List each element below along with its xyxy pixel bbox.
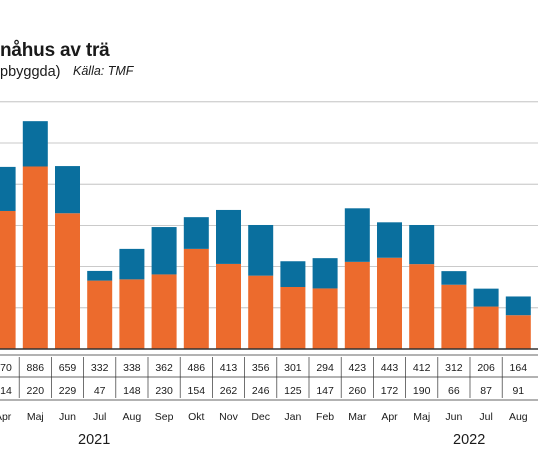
table-value: 886 (27, 362, 45, 374)
month-tick-label: Jul (479, 411, 492, 423)
month-tick-label: Jan (284, 411, 301, 423)
table-value: 206 (477, 362, 495, 374)
bar-segment-bottom (280, 286, 306, 349)
bar-segment-bottom (473, 306, 499, 349)
bar-segment-bottom (87, 280, 113, 349)
bar-segment-top (151, 227, 177, 275)
table-value: 413 (220, 362, 238, 374)
month-tick-label: Nov (219, 411, 238, 423)
chart-title: nåhus av trä (0, 40, 110, 61)
bar-segment-top (312, 258, 338, 289)
bar-segment-top (377, 222, 402, 258)
bar-segment-top (0, 166, 16, 211)
month-tick-label: Okt (188, 411, 204, 423)
table-value: 338 (123, 362, 141, 374)
bar-segment-top (344, 208, 370, 262)
table-value: 87 (480, 385, 492, 397)
month-tick-label: Aug (509, 411, 528, 423)
chart-subtitle: pbyggda) (0, 64, 61, 80)
month-tick-label: Dec (251, 411, 270, 423)
bar-segment-top (87, 270, 113, 281)
month-tick-label: Jun (445, 411, 462, 423)
table-value: 659 (59, 362, 77, 374)
bar-segment-top (119, 248, 145, 280)
month-tick-label: Feb (316, 411, 334, 423)
table-value: 246 (252, 385, 270, 397)
table-value: 443 (381, 362, 399, 374)
month-tick-label: Aug (123, 411, 142, 423)
table-value: 172 (381, 385, 399, 397)
table-value: 148 (123, 385, 141, 397)
bar-segment-top (473, 288, 499, 307)
bar-segment-bottom (248, 275, 274, 349)
bar-segment-top (183, 217, 209, 249)
month-tick-label: Apr (0, 411, 12, 423)
table-value: 147 (316, 385, 334, 397)
month-tick-label: Jul (93, 411, 106, 423)
bar-segment-bottom (505, 315, 531, 349)
table-value: 230 (155, 385, 173, 397)
table-value: 164 (510, 362, 528, 374)
table-value: 214 (0, 385, 12, 397)
table-value: 423 (349, 362, 367, 374)
bar-segment-top (280, 261, 306, 287)
table-value: 66 (448, 385, 460, 397)
bar-segment-bottom (377, 257, 402, 349)
bar-segment-top (505, 296, 531, 316)
month-tick-label: Sep (155, 411, 174, 423)
bar-segment-bottom (344, 261, 370, 349)
bar-segment-bottom (409, 264, 435, 349)
bar-segment-bottom (183, 248, 209, 349)
bar-segment-top (55, 166, 80, 214)
table-value: 262 (220, 385, 238, 397)
bar-segment-bottom (441, 284, 467, 349)
table-value: 356 (252, 362, 270, 374)
chart-source: Källa: TMF (73, 64, 134, 78)
year-label-2022: 2022 (453, 432, 486, 448)
bar-segment-bottom (0, 210, 16, 349)
table-value: 47 (94, 385, 106, 397)
table-value: 412 (413, 362, 431, 374)
bar-segment-top (409, 224, 435, 265)
month-tick-label: Apr (381, 411, 398, 423)
bar-segment-top (22, 121, 48, 167)
table-value: 362 (155, 362, 173, 374)
month-tick-label: Maj (27, 411, 44, 423)
month-tick-label: Maj (413, 411, 430, 423)
table-value: 154 (188, 385, 206, 397)
bar-segment-bottom (312, 288, 338, 349)
table-value: 294 (316, 362, 334, 374)
table-value: 220 (27, 385, 45, 397)
table-value: 91 (512, 385, 524, 397)
bar-segment-bottom (119, 279, 145, 349)
table-value: 125 (284, 385, 302, 397)
bar-segment-top (248, 224, 274, 276)
table-value: 332 (91, 362, 109, 374)
table-value: 312 (445, 362, 463, 374)
bar-segment-bottom (22, 166, 48, 349)
table-value: 229 (59, 385, 77, 397)
year-label-2021: 2021 (78, 432, 111, 448)
table-value: 670 (0, 362, 12, 374)
bar-segment-bottom (216, 263, 241, 349)
table-value: 301 (284, 362, 302, 374)
month-tick-label: Jun (59, 411, 76, 423)
table-value: 190 (413, 385, 431, 397)
month-tick-label: Mar (348, 411, 367, 423)
table-value: 486 (188, 362, 206, 374)
table-value: 260 (349, 385, 367, 397)
bar-segment-top (441, 271, 467, 285)
bar-segment-bottom (151, 274, 177, 349)
bar-segment-bottom (55, 213, 80, 349)
bar-segment-top (216, 209, 241, 264)
